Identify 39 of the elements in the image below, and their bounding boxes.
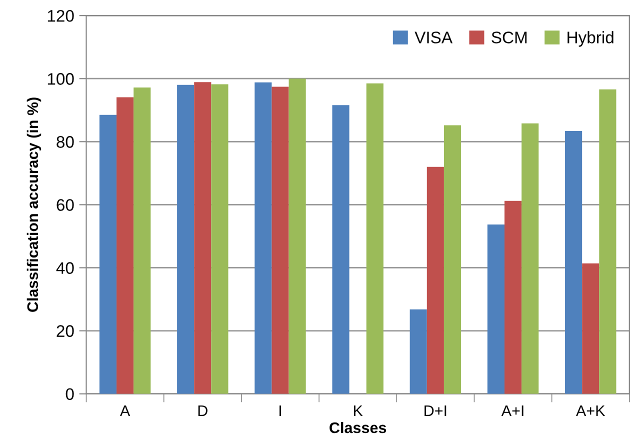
bar [410, 309, 427, 394]
bar [426, 166, 444, 394]
x-tick-label: A+I [501, 405, 524, 416]
bar [99, 114, 117, 394]
legend-label: SCM [492, 32, 527, 44]
bar [272, 86, 289, 394]
y-axis-title: Classification accuracy (in %) [26, 98, 42, 312]
y-tick-label: 100 [48, 73, 74, 85]
x-axis-title: Classes [330, 422, 386, 434]
bar [444, 125, 462, 394]
bar [332, 105, 350, 394]
y-tick-label: 0 [66, 388, 74, 400]
bar [177, 84, 194, 394]
bar [599, 89, 616, 394]
x-tick-label: D [198, 405, 208, 416]
x-tick-label: K [354, 405, 363, 416]
y-tick-label: 20 [56, 325, 74, 337]
bar [254, 82, 272, 394]
y-tick-label: 80 [56, 136, 74, 148]
bar [211, 84, 228, 394]
x-tick-label: A [120, 405, 130, 416]
x-tick-label: A+K [576, 405, 606, 416]
bar [288, 78, 306, 394]
legend-label: Hybrid [568, 31, 614, 47]
bar [134, 87, 151, 394]
bar [582, 263, 600, 394]
legend-label: VISA [414, 32, 453, 44]
x-tick-label: D+I [424, 405, 446, 416]
bar [194, 82, 212, 394]
bar [487, 224, 504, 394]
bar [565, 130, 582, 394]
x-tick-label: I [280, 405, 281, 416]
y-tick-label: 40 [56, 262, 74, 274]
bar [116, 97, 134, 394]
y-tick-label: 60 [56, 199, 74, 211]
bar [504, 200, 522, 394]
bar [522, 123, 539, 394]
bar [366, 83, 384, 394]
y-tick-label: 120 [48, 10, 74, 22]
